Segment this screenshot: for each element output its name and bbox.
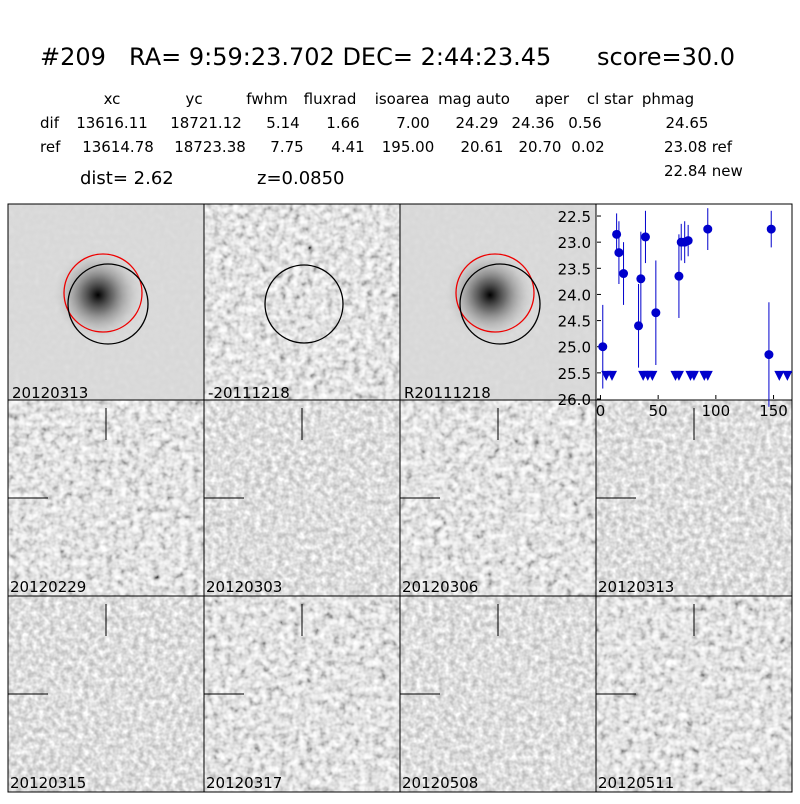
coordinates: RA= 9:59:23.702 DEC= 2:44:23.45 — [129, 43, 551, 71]
panel-border — [595, 595, 793, 793]
y-tick-label: 24.5 — [558, 313, 591, 331]
column-header: fluxrad — [304, 90, 357, 108]
data-point — [598, 342, 608, 352]
upper-limit — [673, 370, 684, 381]
panel-label: 20120315 — [10, 774, 86, 792]
distance: dist= 2.62 — [80, 168, 174, 189]
panel-label: 20120313 — [12, 384, 88, 402]
data-point — [764, 350, 774, 360]
data-point — [614, 248, 624, 258]
panel-label: 20120317 — [206, 774, 282, 792]
panel-label: 20120313 — [598, 578, 674, 596]
lightcurve: 22.5 23.0 23.5 24.0 24.5 25.0 25.5 26.0 0 50 100 15… — [558, 208, 793, 420]
upper-limit — [688, 370, 699, 381]
table-cell: 7.00 — [396, 114, 429, 132]
panel-label: 20120229 — [10, 578, 86, 596]
y-tick-label: 23.0 — [558, 234, 591, 252]
upper-limit — [607, 370, 617, 381]
data-point — [640, 232, 650, 242]
measurement-table: xc yc fwhm fluxrad isoarea mag auto aper cl sta… — [40, 90, 733, 156]
upper-limit — [782, 370, 793, 381]
data-point — [619, 269, 629, 279]
redshift: z=0.0850 — [257, 168, 345, 189]
y-tick-label: 25.5 — [558, 365, 591, 383]
x-tick-label: 150 — [759, 402, 788, 420]
table-cell: 18721.12 — [170, 114, 242, 132]
table-cell: 1.66 — [326, 114, 359, 132]
table-cell: 0.02 — [571, 138, 604, 156]
data-point — [766, 224, 776, 234]
upper-limit — [702, 370, 713, 381]
data-point — [683, 236, 693, 246]
data-point — [634, 321, 644, 331]
table-cell: 4.41 — [331, 138, 364, 156]
column-header: isoarea — [375, 90, 430, 108]
y-tick-label: 24.0 — [558, 286, 591, 304]
new-mag: 22.84 new — [664, 162, 743, 180]
column-header: cl star — [587, 90, 634, 108]
data-point — [636, 274, 646, 284]
y-tick-label: 26.0 — [558, 391, 591, 409]
column-header: phmag — [642, 90, 694, 108]
data-point — [612, 229, 622, 239]
score: score=30.0 — [597, 43, 735, 71]
column-header: xc — [104, 90, 121, 108]
panel-label: 20120511 — [598, 774, 674, 792]
table-cell: 5.14 — [266, 114, 299, 132]
y-tick-label: 23.5 — [558, 260, 591, 278]
table-cell: 23.08 ref — [664, 138, 733, 156]
column-header: yc — [185, 90, 202, 108]
panel-label: 20120306 — [402, 578, 478, 596]
table-cell: 20.61 — [461, 138, 504, 156]
table-cell: 24.36 — [512, 114, 555, 132]
panel-label: -20111218 — [208, 384, 290, 402]
row-label: ref — [40, 138, 61, 156]
upper-limit — [647, 370, 658, 381]
table-cell: 7.75 — [270, 138, 303, 156]
table-cell: 13614.78 — [82, 138, 154, 156]
upper-limit — [774, 370, 785, 381]
column-header: fwhm — [246, 90, 287, 108]
y-tick-label: 25.0 — [558, 339, 591, 357]
table-cell: 24.65 — [666, 114, 709, 132]
table-cell: 20.70 — [519, 138, 562, 156]
table-cell: 24.29 — [456, 114, 499, 132]
table-cell: 0.56 — [568, 114, 601, 132]
object-id: #209 — [40, 43, 106, 71]
column-header: mag auto — [438, 90, 510, 108]
table-cell: 13616.11 — [76, 114, 148, 132]
y-tick-label: 22.5 — [558, 208, 591, 226]
image-panel — [204, 204, 400, 400]
data-point — [674, 271, 684, 281]
row-label: dif — [40, 114, 60, 132]
image-grid — [7, 203, 793, 793]
panel-label: R20111218 — [404, 384, 491, 402]
lightcurve-panel — [597, 204, 792, 399]
data-point — [703, 224, 713, 234]
table-cell: 18723.38 — [174, 138, 246, 156]
image-panel — [400, 204, 596, 400]
panel-label: 20120508 — [402, 774, 478, 792]
x-tick-label: 50 — [649, 402, 668, 420]
x-tick-label: 0 — [596, 402, 606, 420]
panel-labels: 20120313 -20111218 R20111218 20120229 201203… — [10, 384, 674, 792]
column-header: aper — [535, 90, 570, 108]
image-panel — [8, 204, 204, 400]
x-tick-label: 100 — [702, 402, 731, 420]
data-point — [651, 308, 661, 318]
panel-label: 20120303 — [206, 578, 282, 596]
table-cell: 195.00 — [382, 138, 435, 156]
